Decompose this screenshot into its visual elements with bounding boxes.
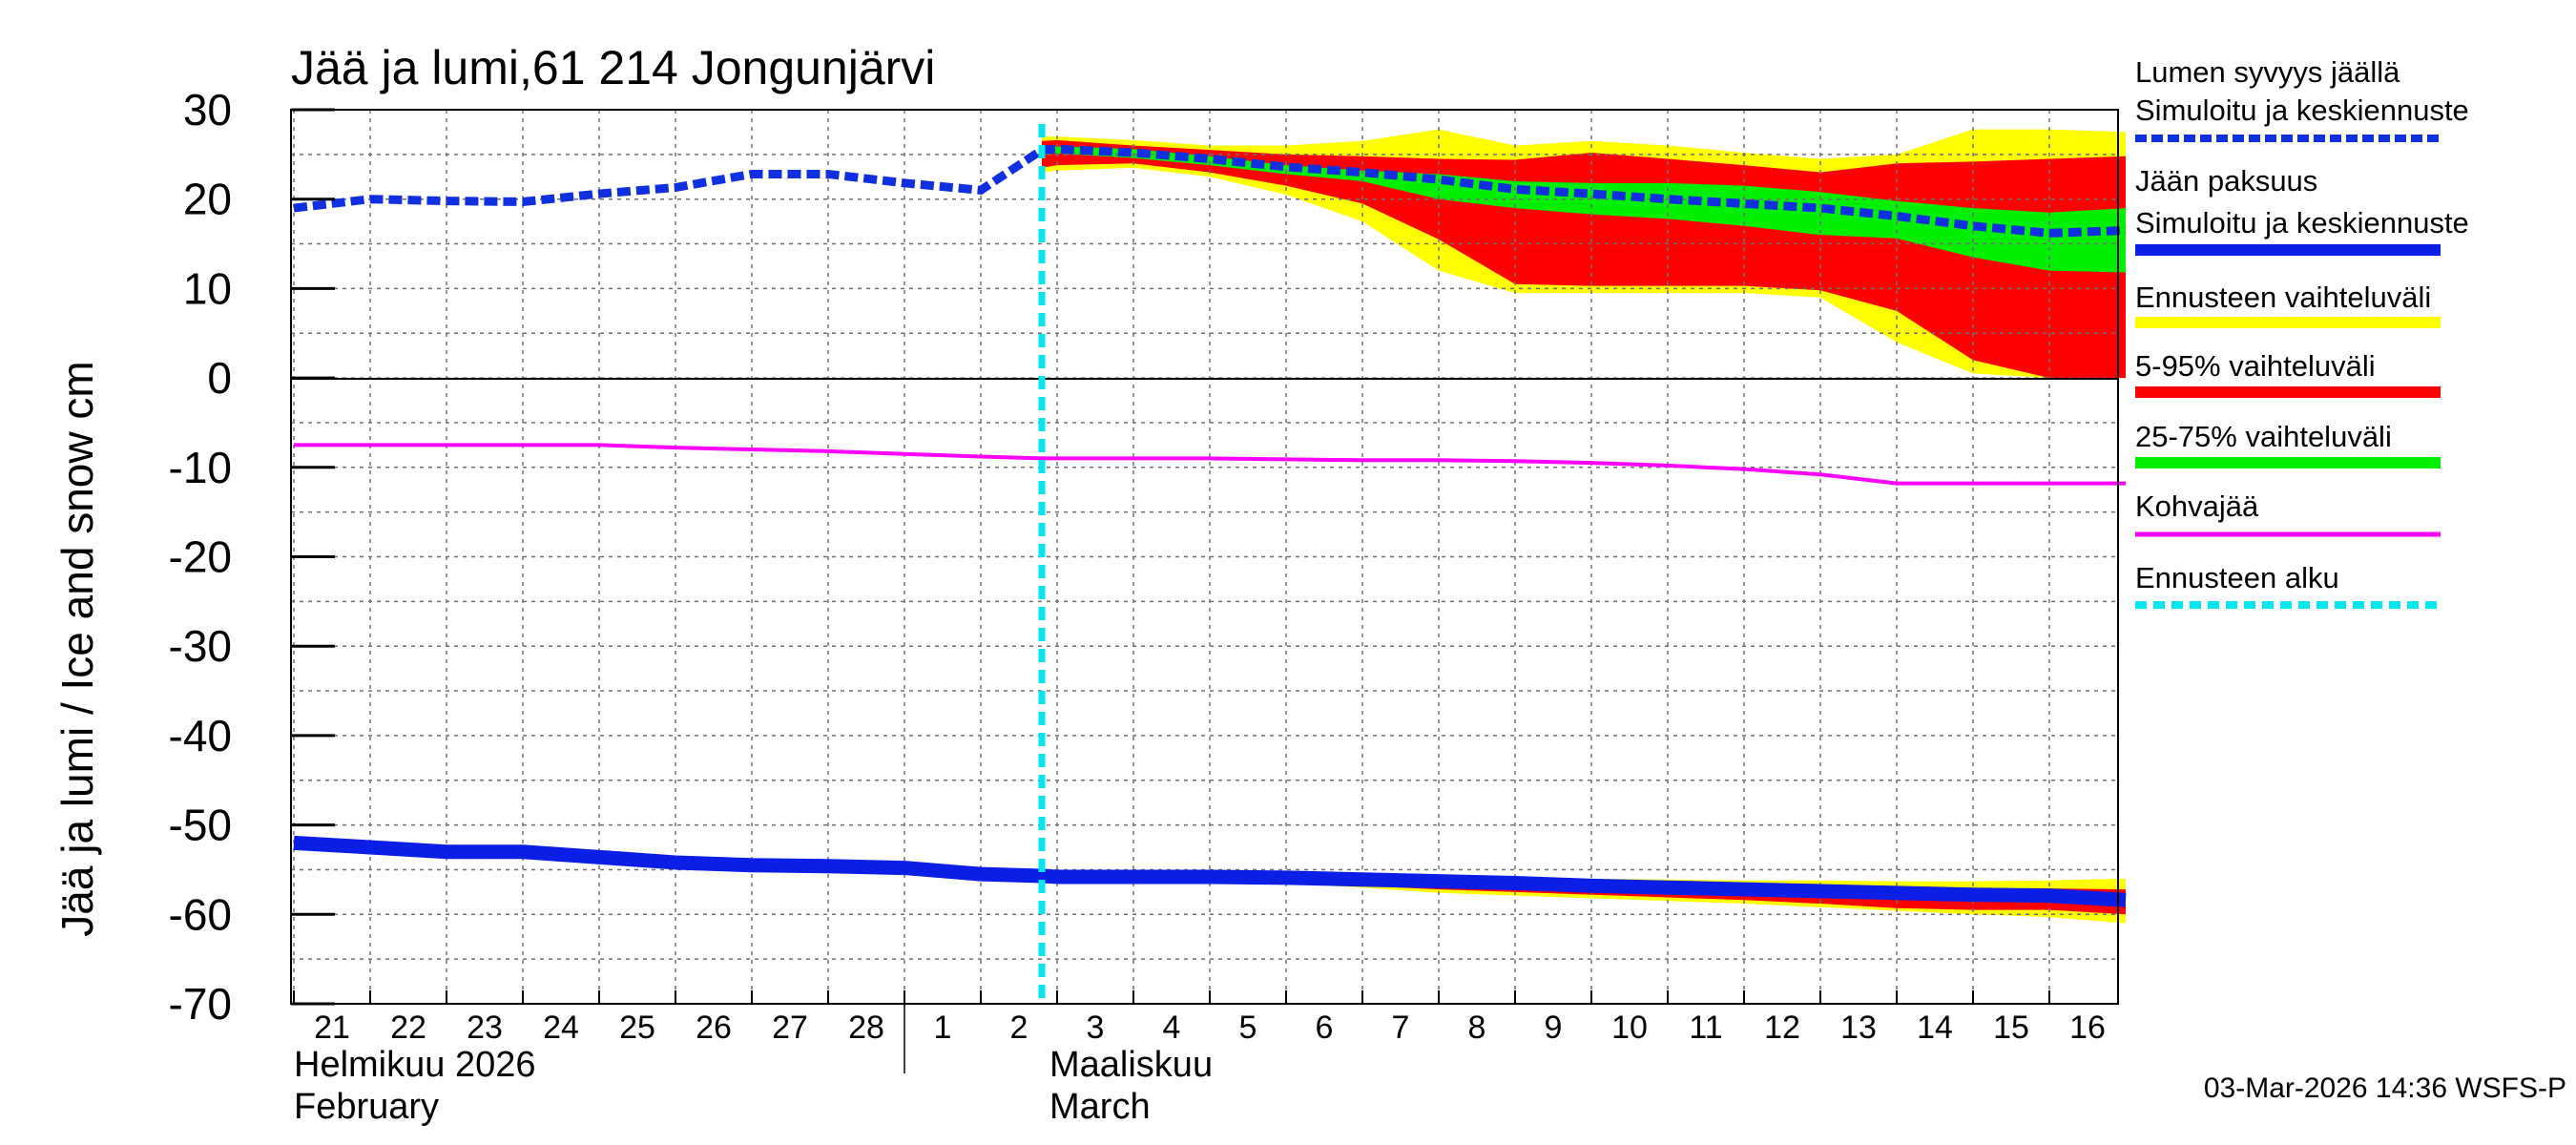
legend-label: Lumen syvyys jäällä (2135, 55, 2400, 89)
legend-label: 25-75% vaihteluväli (2135, 420, 2392, 453)
y-tick-label: 0 (207, 353, 232, 403)
x-tick-label: 14 (1917, 1010, 1953, 1046)
x-tick-label: 8 (1468, 1010, 1486, 1046)
x-tick-label: 22 (390, 1010, 426, 1046)
legend: Lumen syvyys jäällä Simuloitu ja keskienn… (2135, 55, 2469, 609)
x-tick-label: 10 (1611, 1010, 1648, 1046)
x-tick-label: 1 (934, 1010, 952, 1046)
y-tick-label: -70 (169, 979, 232, 1029)
x-axis-ticks: 21 22 23 24 25 26 27 28 1 2 3 4 5 6 7 8 9 10 11 12 13 14 15 16 (293, 990, 2106, 1046)
x-tick-label: 16 (2069, 1010, 2106, 1046)
x-tick-label: 25 (619, 1010, 655, 1046)
y-tick-label: 10 (183, 263, 232, 313)
month-label-en: March (1049, 1087, 1151, 1127)
legend-sublabel: Simuloitu ja keskiennuste (2135, 94, 2469, 127)
x-tick-label: 11 (1689, 1010, 1722, 1046)
y-tick-label: -20 (169, 532, 232, 582)
x-tick-label: 26 (696, 1010, 732, 1046)
x-tick-label: 6 (1316, 1010, 1334, 1046)
x-tick-label: 23 (467, 1010, 503, 1046)
month-label-fi: Helmikuu 2026 (294, 1045, 535, 1085)
legend-label: Jään paksuus (2135, 164, 2317, 198)
x-tick-label: 28 (848, 1010, 884, 1046)
x-tick-label: 2 (1010, 1010, 1028, 1046)
snow-range-25-75-band (1042, 146, 2126, 273)
x-tick-label: 7 (1392, 1010, 1410, 1046)
legend-label: Ennusteen alku (2135, 561, 2339, 594)
y-tick-label: -30 (169, 621, 232, 671)
x-tick-label: 27 (772, 1010, 808, 1046)
y-axis-ticks: 30 20 10 0 -10 -20 -30 -40 -50 -60 -70 (169, 85, 335, 1029)
y-tick-label: -50 (169, 801, 232, 850)
ice-thickness-line (293, 835, 2127, 907)
timestamp: 03-Mar-2026 14:36 WSFS-P (2204, 1072, 2566, 1104)
y-tick-label: -60 (169, 889, 232, 939)
series-lines (293, 124, 2127, 1004)
y-tick-label: 20 (183, 175, 232, 224)
x-tick-label: 21 (314, 1010, 350, 1046)
x-tick-label: 12 (1764, 1010, 1800, 1046)
x-tick-label: 9 (1545, 1010, 1563, 1046)
y-axis-label: Jää ja lumi / Ice and snow cm (52, 361, 102, 936)
x-tick-label: 13 (1840, 1010, 1877, 1046)
forecast-bands (1042, 129, 2126, 924)
x-tick-label: 4 (1163, 1010, 1181, 1046)
legend-label: Kohvajää (2135, 489, 2259, 523)
chart-title: Jää ja lumi,61 214 Jongunjärvi (291, 41, 935, 94)
x-tick-label: 5 (1239, 1010, 1257, 1046)
legend-sublabel: Simuloitu ja keskiennuste (2135, 206, 2469, 239)
grid-lines (291, 109, 2118, 1005)
legend-label: 5-95% vaihteluväli (2135, 349, 2376, 383)
month-label-fi: Maaliskuu (1049, 1045, 1213, 1085)
x-tick-label: 3 (1087, 1010, 1105, 1046)
y-tick-label: 30 (183, 85, 232, 135)
x-tick-label: 15 (1993, 1010, 2029, 1046)
y-tick-label: -10 (169, 443, 232, 492)
snow-depth-line (293, 144, 2127, 238)
x-tick-label: 24 (543, 1010, 579, 1046)
month-label-en: February (294, 1087, 439, 1127)
slush-ice-line (294, 443, 2126, 486)
y-tick-label: -40 (169, 711, 232, 760)
legend-label: Ennusteen vaihteluväli (2135, 281, 2431, 314)
